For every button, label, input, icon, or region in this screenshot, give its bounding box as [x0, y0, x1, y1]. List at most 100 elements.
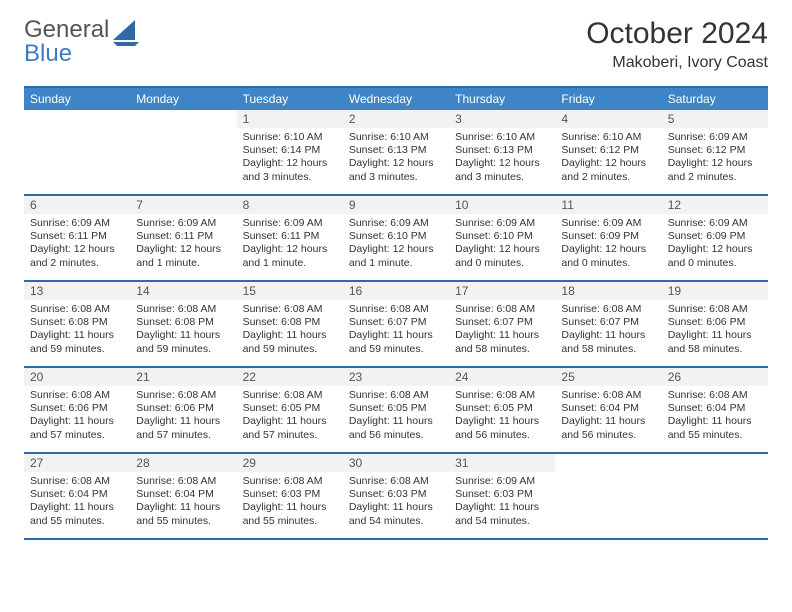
calendar-day-cell: 30Sunrise: 6:08 AMSunset: 6:03 PMDayligh…	[343, 454, 449, 538]
calendar-header-cell: Sunday	[24, 88, 130, 110]
calendar-day-cell: 2Sunrise: 6:10 AMSunset: 6:13 PMDaylight…	[343, 110, 449, 194]
day-number: 26	[662, 368, 768, 386]
day-number: 14	[130, 282, 236, 300]
day-details: Sunrise: 6:09 AMSunset: 6:10 PMDaylight:…	[343, 214, 449, 276]
calendar-day-cell: 17Sunrise: 6:08 AMSunset: 6:07 PMDayligh…	[449, 282, 555, 366]
day-details: Sunrise: 6:08 AMSunset: 6:03 PMDaylight:…	[237, 472, 343, 534]
calendar-day-cell: 27Sunrise: 6:08 AMSunset: 6:04 PMDayligh…	[24, 454, 130, 538]
calendar-day-cell: 18Sunrise: 6:08 AMSunset: 6:07 PMDayligh…	[555, 282, 661, 366]
day-number: 16	[343, 282, 449, 300]
day-details: Sunrise: 6:08 AMSunset: 6:04 PMDaylight:…	[24, 472, 130, 534]
calendar-day-cell: 22Sunrise: 6:08 AMSunset: 6:05 PMDayligh…	[237, 368, 343, 452]
day-number: 10	[449, 196, 555, 214]
calendar-day-cell: 8Sunrise: 6:09 AMSunset: 6:11 PMDaylight…	[237, 196, 343, 280]
calendar-day-cell	[662, 454, 768, 538]
day-number: 11	[555, 196, 661, 214]
calendar-day-cell: 11Sunrise: 6:09 AMSunset: 6:09 PMDayligh…	[555, 196, 661, 280]
calendar-day-cell: 20Sunrise: 6:08 AMSunset: 6:06 PMDayligh…	[24, 368, 130, 452]
calendar-day-cell: 6Sunrise: 6:09 AMSunset: 6:11 PMDaylight…	[24, 196, 130, 280]
day-details: Sunrise: 6:08 AMSunset: 6:07 PMDaylight:…	[555, 300, 661, 362]
day-details: Sunrise: 6:09 AMSunset: 6:11 PMDaylight:…	[237, 214, 343, 276]
calendar-header-row: SundayMondayTuesdayWednesdayThursdayFrid…	[24, 88, 768, 110]
day-number: 7	[130, 196, 236, 214]
calendar-day-cell: 29Sunrise: 6:08 AMSunset: 6:03 PMDayligh…	[237, 454, 343, 538]
location-label: Makoberi, Ivory Coast	[586, 54, 768, 72]
day-number: 4	[555, 110, 661, 128]
day-number: 20	[24, 368, 130, 386]
calendar-day-cell: 26Sunrise: 6:08 AMSunset: 6:04 PMDayligh…	[662, 368, 768, 452]
calendar-day-cell: 25Sunrise: 6:08 AMSunset: 6:04 PMDayligh…	[555, 368, 661, 452]
day-number: 5	[662, 110, 768, 128]
calendar-day-cell: 9Sunrise: 6:09 AMSunset: 6:10 PMDaylight…	[343, 196, 449, 280]
day-number: 3	[449, 110, 555, 128]
calendar-header-cell: Friday	[555, 88, 661, 110]
calendar-day-cell	[130, 110, 236, 194]
day-details: Sunrise: 6:10 AMSunset: 6:13 PMDaylight:…	[449, 128, 555, 190]
calendar-day-cell	[555, 454, 661, 538]
day-number: 9	[343, 196, 449, 214]
day-details	[24, 128, 130, 136]
page-title: October 2024	[586, 18, 768, 50]
day-number: 27	[24, 454, 130, 472]
day-details	[130, 128, 236, 136]
day-number: 29	[237, 454, 343, 472]
day-number	[662, 454, 768, 472]
day-details: Sunrise: 6:10 AMSunset: 6:12 PMDaylight:…	[555, 128, 661, 190]
calendar-header-cell: Wednesday	[343, 88, 449, 110]
day-details: Sunrise: 6:09 AMSunset: 6:10 PMDaylight:…	[449, 214, 555, 276]
calendar-day-cell	[24, 110, 130, 194]
brand-line2: Blue	[24, 40, 72, 67]
day-details: Sunrise: 6:08 AMSunset: 6:06 PMDaylight:…	[24, 386, 130, 448]
calendar-day-cell: 5Sunrise: 6:09 AMSunset: 6:12 PMDaylight…	[662, 110, 768, 194]
calendar-day-cell: 28Sunrise: 6:08 AMSunset: 6:04 PMDayligh…	[130, 454, 236, 538]
calendar-body: 1Sunrise: 6:10 AMSunset: 6:14 PMDaylight…	[24, 110, 768, 540]
day-details: Sunrise: 6:09 AMSunset: 6:09 PMDaylight:…	[662, 214, 768, 276]
calendar-week-row: 27Sunrise: 6:08 AMSunset: 6:04 PMDayligh…	[24, 454, 768, 540]
day-details	[555, 472, 661, 480]
day-details: Sunrise: 6:08 AMSunset: 6:04 PMDaylight:…	[555, 386, 661, 448]
day-details: Sunrise: 6:09 AMSunset: 6:09 PMDaylight:…	[555, 214, 661, 276]
day-number	[130, 110, 236, 128]
day-details: Sunrise: 6:08 AMSunset: 6:05 PMDaylight:…	[343, 386, 449, 448]
day-number: 19	[662, 282, 768, 300]
day-number: 25	[555, 368, 661, 386]
calendar-day-cell: 14Sunrise: 6:08 AMSunset: 6:08 PMDayligh…	[130, 282, 236, 366]
day-details: Sunrise: 6:08 AMSunset: 6:06 PMDaylight:…	[662, 300, 768, 362]
calendar-week-row: 6Sunrise: 6:09 AMSunset: 6:11 PMDaylight…	[24, 196, 768, 282]
day-details: Sunrise: 6:08 AMSunset: 6:08 PMDaylight:…	[237, 300, 343, 362]
day-details: Sunrise: 6:09 AMSunset: 6:11 PMDaylight:…	[24, 214, 130, 276]
day-number: 31	[449, 454, 555, 472]
day-number: 21	[130, 368, 236, 386]
day-details: Sunrise: 6:08 AMSunset: 6:03 PMDaylight:…	[343, 472, 449, 534]
day-number: 18	[555, 282, 661, 300]
day-details: Sunrise: 6:09 AMSunset: 6:03 PMDaylight:…	[449, 472, 555, 534]
day-number	[24, 110, 130, 128]
day-details: Sunrise: 6:08 AMSunset: 6:04 PMDaylight:…	[130, 472, 236, 534]
day-details: Sunrise: 6:08 AMSunset: 6:07 PMDaylight:…	[343, 300, 449, 362]
calendar-week-row: 13Sunrise: 6:08 AMSunset: 6:08 PMDayligh…	[24, 282, 768, 368]
brand-line1: General	[24, 16, 109, 43]
day-number: 8	[237, 196, 343, 214]
calendar-day-cell: 19Sunrise: 6:08 AMSunset: 6:06 PMDayligh…	[662, 282, 768, 366]
calendar-day-cell: 24Sunrise: 6:08 AMSunset: 6:05 PMDayligh…	[449, 368, 555, 452]
calendar-day-cell: 31Sunrise: 6:09 AMSunset: 6:03 PMDayligh…	[449, 454, 555, 538]
day-number: 12	[662, 196, 768, 214]
calendar: SundayMondayTuesdayWednesdayThursdayFrid…	[24, 86, 768, 540]
day-details: Sunrise: 6:08 AMSunset: 6:05 PMDaylight:…	[237, 386, 343, 448]
day-details: Sunrise: 6:10 AMSunset: 6:14 PMDaylight:…	[237, 128, 343, 190]
day-number: 1	[237, 110, 343, 128]
day-number: 2	[343, 110, 449, 128]
calendar-day-cell: 7Sunrise: 6:09 AMSunset: 6:11 PMDaylight…	[130, 196, 236, 280]
calendar-day-cell: 1Sunrise: 6:10 AMSunset: 6:14 PMDaylight…	[237, 110, 343, 194]
day-details: Sunrise: 6:08 AMSunset: 6:06 PMDaylight:…	[130, 386, 236, 448]
calendar-day-cell: 12Sunrise: 6:09 AMSunset: 6:09 PMDayligh…	[662, 196, 768, 280]
brand-logo: General Blue	[24, 18, 143, 66]
day-details: Sunrise: 6:08 AMSunset: 6:08 PMDaylight:…	[24, 300, 130, 362]
day-details: Sunrise: 6:08 AMSunset: 6:04 PMDaylight:…	[662, 386, 768, 448]
day-number: 6	[24, 196, 130, 214]
day-number	[555, 454, 661, 472]
calendar-day-cell: 10Sunrise: 6:09 AMSunset: 6:10 PMDayligh…	[449, 196, 555, 280]
brand-sail-icon	[113, 20, 143, 46]
calendar-day-cell: 23Sunrise: 6:08 AMSunset: 6:05 PMDayligh…	[343, 368, 449, 452]
day-number: 28	[130, 454, 236, 472]
